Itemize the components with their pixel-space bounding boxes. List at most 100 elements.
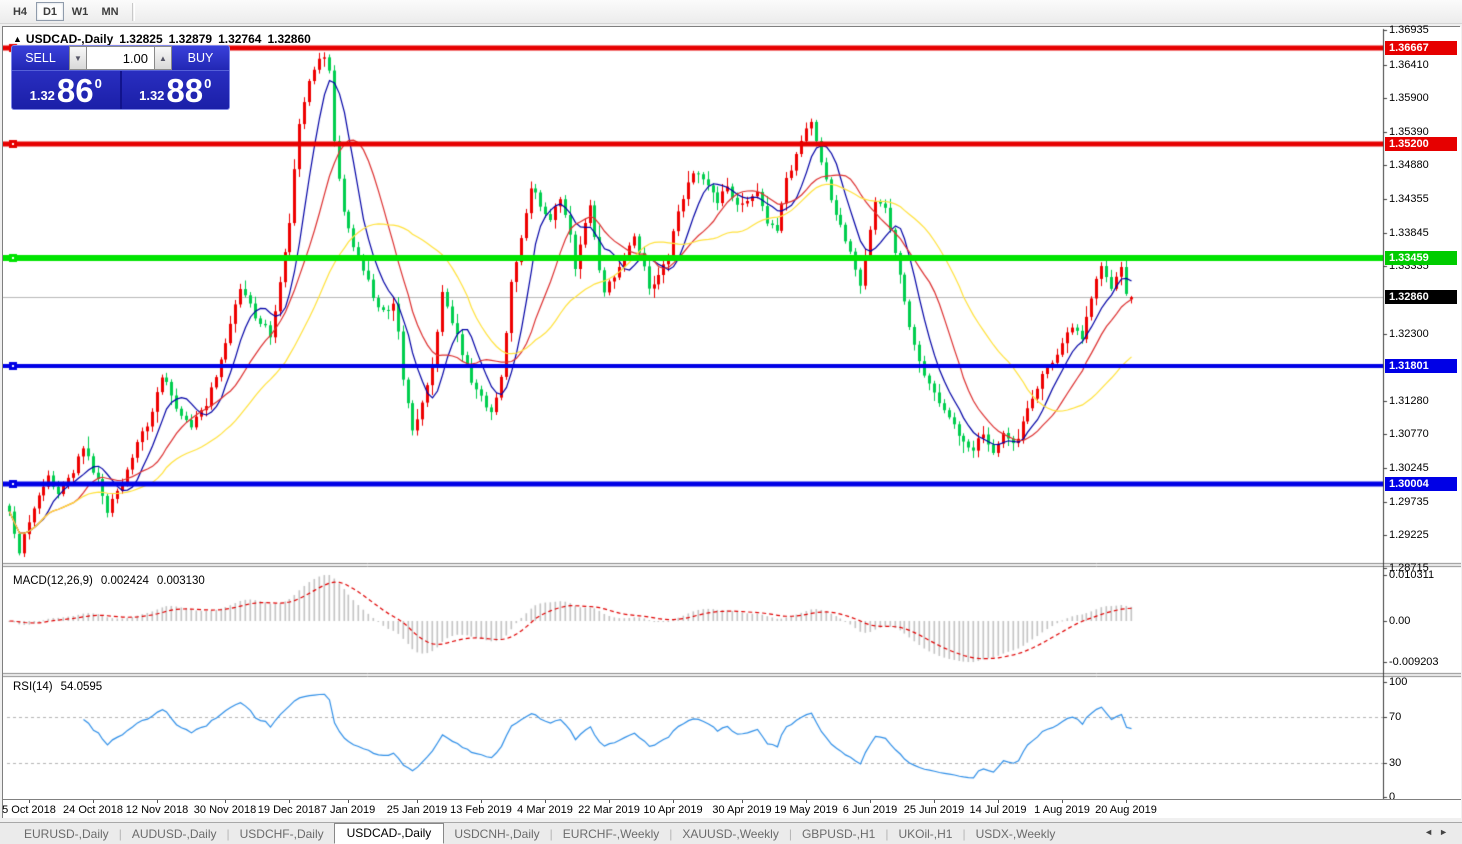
price-axis-tick: 1.34355 <box>1389 193 1429 206</box>
tabs-scroll-right-icon[interactable]: ► <box>1439 827 1454 837</box>
tab-usdx-weekly[interactable]: USDX-,Weekly <box>975 826 1056 841</box>
date-label: 30 Nov 2018 <box>193 804 257 816</box>
rsi-value: 54.0595 <box>60 681 103 693</box>
price-axis-tick: 1.35390 <box>1389 125 1429 138</box>
chart-title: ▲ USDCAD-,Daily 1.32825 1.32879 1.32764 1.328… <box>13 32 317 46</box>
date-label: 10 Apr 2019 <box>643 804 703 816</box>
sell-price-big: 86 <box>56 71 94 109</box>
tab-usdcad-daily[interactable]: USDCAD-,Daily <box>333 823 445 844</box>
tab-xauusd-weekly[interactable]: XAUUSD-,Weekly <box>682 826 779 841</box>
one-click-trade-panel: SELL ▼ ▲ BUY 1.32 86 0 1.32 88 0 <box>11 45 230 110</box>
volume-increase-button[interactable]: ▲ <box>154 46 172 70</box>
tab-ukoil-h1[interactable]: UKOil-,H1 <box>898 826 953 841</box>
date-tick-mark <box>806 800 807 803</box>
timeframe-toolbar: H4 D1 W1 MN <box>0 0 1462 24</box>
timeframe-button-h4[interactable]: H4 <box>12 5 28 18</box>
date-tick-mark <box>1126 800 1127 803</box>
date-axis: 5 Oct 2018 24 Oct 2018 12 Nov 2018 30 Nov 2… <box>2 799 1461 818</box>
chart-window: ▲ USDCAD-,Daily 1.32825 1.32879 1.32764 1.328… <box>2 24 1461 818</box>
date-tick-mark <box>1062 800 1063 803</box>
tab-usdcnh-daily[interactable]: USDCNH-,Daily <box>454 826 540 841</box>
tab-separator: | <box>669 826 673 841</box>
date-label: 22 Mar 2019 <box>578 804 640 816</box>
buy-price-button[interactable]: 1.32 88 0 <box>122 71 230 109</box>
price-axis-tick: 1.35900 <box>1389 92 1429 105</box>
macd-name: MACD(12,26,9) <box>13 575 93 587</box>
tab-audusd-daily[interactable]: AUDUSD-,Daily <box>131 826 217 841</box>
tab-usdchf-daily[interactable]: USDCHF-,Daily <box>239 826 324 841</box>
date-tick-mark <box>934 800 935 803</box>
tab-separator: | <box>788 826 792 841</box>
date-label: 25 Jan 2019 <box>386 804 448 816</box>
date-label: 7 Jan 2019 <box>320 804 376 816</box>
volume-input[interactable] <box>87 46 154 70</box>
buy-price-small: 1.32 <box>139 87 165 103</box>
date-tick-mark <box>417 800 418 803</box>
price-axis-tick: 1.28715 <box>1389 562 1429 575</box>
date-tick-mark <box>93 800 94 803</box>
tab-separator: | <box>962 826 966 841</box>
sell-price-button[interactable]: 1.32 86 0 <box>12 71 120 109</box>
date-tick-mark <box>742 800 743 803</box>
tab-separator: | <box>885 826 889 841</box>
date-tick-mark <box>225 800 226 803</box>
price-axis-tick: 1.36935 <box>1389 24 1429 37</box>
timeframe-button-d1[interactable]: D1 <box>36 2 64 21</box>
price-level-badge: 1.36667 <box>1385 41 1457 55</box>
buy-button[interactable]: BUY <box>172 46 229 70</box>
chart-symbol-period: USDCAD-,Daily <box>25 32 114 46</box>
date-tick-mark <box>29 800 30 803</box>
date-label: 12 Nov 2018 <box>125 804 189 816</box>
sell-price-small: 1.32 <box>29 87 55 103</box>
sell-price-sup: 0 <box>94 75 102 91</box>
date-label: 20 Aug 2019 <box>1095 804 1157 816</box>
price-axis-tick: 1.29225 <box>1389 529 1429 542</box>
tab-gbpusd-h1[interactable]: GBPUSD-,H1 <box>801 826 876 841</box>
price-axis-tick: 1.34880 <box>1389 158 1429 171</box>
macd-value-signal: 0.003130 <box>156 575 205 587</box>
chart-canvas[interactable] <box>3 27 1461 799</box>
price-axis-tick: 1.30245 <box>1389 462 1429 475</box>
ohlc-low: 1.32764 <box>218 32 262 46</box>
date-label: 25 Jun 2019 <box>903 804 965 816</box>
macd-axis-tick: -0.009203 <box>1389 656 1439 669</box>
rsi-label: RSI(14) 54.0595 <box>13 681 110 693</box>
date-tick-mark <box>545 800 546 803</box>
price-axis-tick: 1.29735 <box>1389 495 1429 508</box>
timeframe-button-w1[interactable]: W1 <box>71 5 89 18</box>
macd-value-main: 0.002424 <box>100 575 149 587</box>
sell-button[interactable]: SELL <box>12 46 69 70</box>
tabs-scroll-left-icon[interactable]: ◄ <box>1424 827 1440 837</box>
macd-label: MACD(12,26,9) 0.002424 0.003130 <box>13 575 213 587</box>
price-level-badge: 1.35200 <box>1385 137 1457 151</box>
date-tick-mark <box>998 800 999 803</box>
date-label: 30 Apr 2019 <box>712 804 772 816</box>
volume-decrease-button[interactable]: ▼ <box>69 46 87 70</box>
buy-price-sup: 0 <box>204 75 212 91</box>
price-axis-tick: 1.36410 <box>1389 58 1429 71</box>
date-label: 19 May 2019 <box>774 804 838 816</box>
toolbar-separator <box>132 2 135 21</box>
ohlc-open: 1.32825 <box>119 32 163 46</box>
price-axis-tick: 1.30770 <box>1389 427 1429 440</box>
chart-tabs-bar: EURUSD-,Daily | AUDUSD-,Daily | USDCHF-,Dail… <box>0 822 1462 844</box>
price-axis-tick: 1.31280 <box>1389 394 1429 407</box>
date-tick-mark <box>673 800 674 803</box>
macd-axis-tick: 0.00 <box>1389 615 1411 627</box>
date-label: 1 Aug 2019 <box>1034 804 1090 816</box>
tab-eurchf-weekly[interactable]: EURCHF-,Weekly <box>562 826 660 841</box>
chart-collapse-icon[interactable]: ▲ <box>13 34 22 44</box>
date-tick-mark <box>870 800 871 803</box>
price-level-badge: 1.31801 <box>1385 359 1457 374</box>
buy-price-big: 88 <box>166 71 204 109</box>
ohlc-high: 1.32879 <box>168 32 213 46</box>
price-level-badge: 1.33459 <box>1385 250 1457 265</box>
ohlc-close: 1.32860 <box>267 32 311 46</box>
macd-axis-tick: 0.010311 <box>1389 569 1435 581</box>
timeframe-button-mn[interactable]: MN <box>101 5 119 18</box>
rsi-axis-tick: 100 <box>1389 676 1408 688</box>
date-label: 24 Oct 2018 <box>63 804 123 816</box>
date-label: 14 Jul 2019 <box>969 804 1027 816</box>
tab-eurusd-daily[interactable]: EURUSD-,Daily <box>24 826 109 841</box>
date-tick-mark <box>157 800 158 803</box>
